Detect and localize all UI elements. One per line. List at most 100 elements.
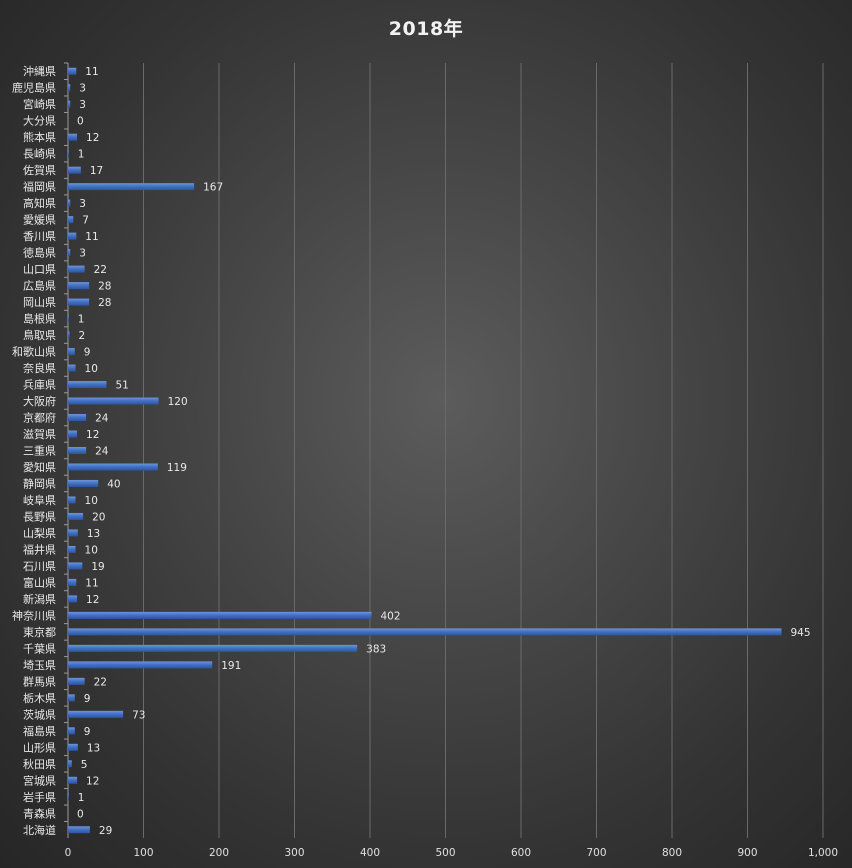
bar (68, 364, 76, 372)
value-label: 1 (78, 314, 85, 326)
value-label: 17 (90, 165, 103, 177)
bar (68, 628, 782, 636)
value-label: 0 (77, 116, 84, 128)
category-label: 北海道 (23, 823, 56, 837)
value-label: 13 (87, 742, 100, 754)
category-label: 愛媛県 (23, 213, 56, 227)
gridlines (143, 63, 824, 838)
bar (68, 166, 81, 174)
category-label: 滋賀県 (23, 428, 56, 441)
value-label: 3 (79, 83, 86, 95)
value-label: 19 (91, 561, 104, 573)
category-label: 青森県 (23, 806, 56, 820)
value-label: 3 (79, 198, 86, 210)
value-label: 120 (168, 396, 188, 408)
value-label: 12 (86, 594, 99, 606)
value-label: 12 (86, 132, 99, 144)
category-label: 埼玉県 (23, 658, 56, 672)
value-label: 51 (116, 380, 129, 392)
value-label: 402 (381, 610, 401, 622)
value-label: 1 (78, 792, 85, 804)
category-label: 島根県 (23, 312, 56, 326)
bar (68, 282, 90, 290)
category-label: 長崎県 (23, 147, 56, 161)
bar (68, 562, 83, 570)
x-tick-label: 500 (435, 847, 455, 859)
value-label: 5 (81, 759, 88, 771)
category-label: 岐阜県 (23, 494, 56, 507)
x-tick-label: 900 (737, 847, 757, 859)
category-label: 石川県 (23, 560, 56, 573)
bar (68, 743, 78, 751)
category-label: 京都府 (23, 411, 56, 425)
bar (68, 298, 90, 306)
value-label: 12 (86, 429, 99, 441)
bar (68, 644, 358, 652)
category-label: 福島県 (23, 724, 56, 738)
value-label: 1 (78, 149, 85, 161)
bar (68, 199, 71, 207)
bar (68, 578, 77, 586)
category-label: 岩手県 (23, 790, 56, 804)
value-label: 29 (99, 825, 112, 837)
x-tick-label: 400 (360, 847, 380, 859)
bar (68, 545, 76, 553)
bar (68, 100, 71, 108)
value-label: 9 (84, 726, 91, 738)
category-label: 徳島県 (23, 246, 56, 260)
bar (68, 595, 78, 603)
bar (68, 710, 124, 718)
category-label: 福井県 (23, 542, 56, 556)
category-label: 高知県 (23, 196, 56, 210)
category-label: 東京都 (23, 625, 56, 639)
bar (68, 397, 159, 405)
bar (68, 249, 71, 257)
value-label: 3 (79, 248, 86, 260)
value-label: 7 (82, 215, 89, 227)
bar (68, 694, 75, 702)
x-tick-label: 600 (511, 847, 531, 859)
category-label: 岡山県 (23, 296, 56, 309)
category-label: 佐賀県 (23, 163, 56, 177)
category-label: 奈良県 (23, 361, 56, 375)
category-label: 三重県 (23, 444, 56, 458)
bar (68, 826, 90, 834)
value-label: 28 (98, 297, 111, 309)
value-label: 167 (203, 182, 223, 194)
category-label: 群馬県 (23, 674, 56, 688)
bars (68, 67, 782, 834)
x-tick-label: 100 (133, 847, 153, 859)
value-label: 191 (221, 660, 241, 672)
category-label: 宮城県 (23, 773, 56, 787)
category-label: 山梨県 (23, 526, 56, 540)
value-label: 10 (85, 363, 98, 375)
category-label: 宮崎県 (23, 97, 56, 111)
value-label: 2 (79, 330, 86, 342)
value-label: 22 (94, 676, 107, 688)
category-label: 富山県 (23, 575, 56, 589)
category-label: 山口県 (23, 263, 56, 276)
value-label: 11 (85, 231, 98, 243)
category-label: 大阪府 (23, 394, 56, 408)
category-label: 鹿児島県 (12, 81, 56, 95)
category-label: 鳥取県 (23, 328, 56, 342)
bar (68, 331, 70, 339)
category-label: 千葉県 (23, 641, 56, 655)
value-label: 11 (85, 66, 98, 78)
bar (68, 348, 75, 356)
value-label: 9 (84, 347, 91, 359)
bar (68, 133, 78, 141)
x-tick-label: 800 (662, 847, 682, 859)
axes (64, 62, 69, 838)
bar (68, 381, 107, 389)
category-label: 大分県 (23, 114, 56, 128)
bar (68, 315, 69, 323)
category-label: 栃木県 (23, 691, 56, 705)
category-label: 福岡県 (23, 180, 56, 194)
value-label: 73 (132, 709, 145, 721)
bar (68, 727, 75, 735)
bar (68, 183, 195, 191)
value-label: 24 (95, 413, 109, 425)
